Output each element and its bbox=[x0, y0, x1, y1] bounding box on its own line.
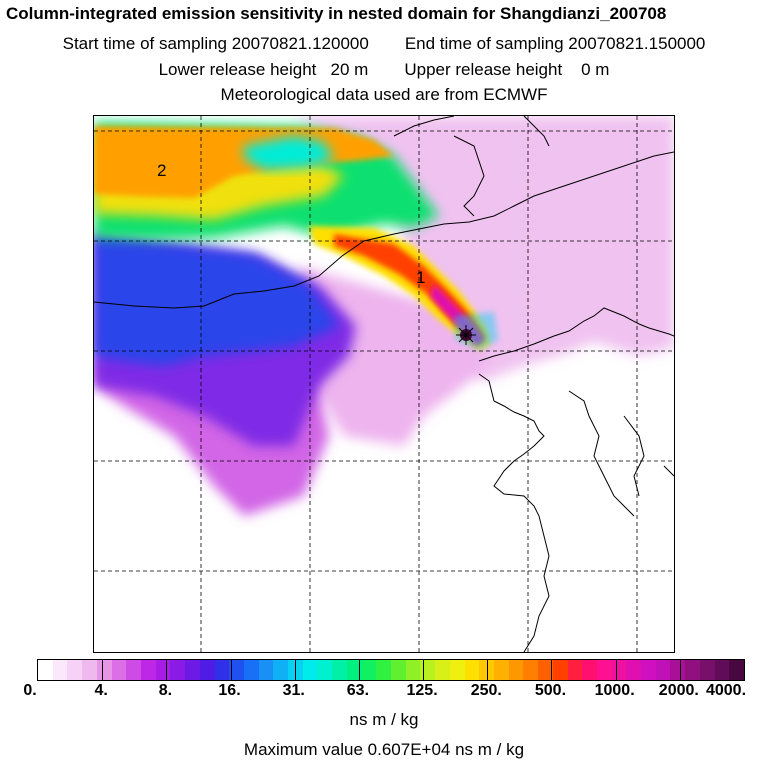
colorbar-segment bbox=[670, 660, 686, 680]
map-canvas bbox=[94, 116, 674, 652]
colorbar-tick-label: 8. bbox=[158, 682, 173, 699]
colorbar-tick-label: 4. bbox=[94, 682, 108, 699]
plume-red bbox=[334, 234, 486, 344]
colorbar-segment bbox=[126, 660, 142, 680]
colorbar-segment bbox=[435, 660, 451, 680]
colorbar bbox=[37, 659, 745, 681]
colorbar-units: ns m / kg bbox=[349, 710, 419, 729]
colorbar-segment bbox=[493, 660, 510, 680]
coastlines bbox=[94, 116, 674, 652]
colorbar-segment bbox=[464, 660, 480, 680]
plume-label-2: 2 bbox=[157, 161, 167, 180]
colorbar-tick-label: 125. bbox=[406, 682, 438, 699]
colorbar-tick-label: 500. bbox=[534, 682, 567, 699]
colorbar-segment bbox=[361, 660, 377, 680]
colorbar-segment bbox=[538, 660, 554, 680]
colorbar-divider bbox=[166, 660, 168, 680]
receptor-marker bbox=[456, 325, 476, 345]
colorbar-segment bbox=[523, 660, 539, 680]
colorbar-divider bbox=[487, 660, 489, 680]
colorbar-segment bbox=[508, 660, 524, 680]
colorbar-segment bbox=[655, 660, 671, 680]
sensitivity-field-cyan-core bbox=[244, 136, 334, 170]
colorbar-divider bbox=[358, 660, 360, 680]
colorbar-segment bbox=[479, 660, 495, 680]
colorbar-segment bbox=[699, 660, 716, 680]
start-time-label: Start time of sampling 20070821.120000 bbox=[62, 34, 369, 53]
colorbar-segment bbox=[140, 660, 157, 680]
colorbar-segment bbox=[685, 660, 701, 680]
colorbar-segment bbox=[52, 660, 68, 680]
colorbar-segment bbox=[552, 660, 568, 680]
upper-release-label: Upper release height 0 m bbox=[404, 60, 610, 79]
sensitivity-field-blue bbox=[94, 234, 339, 366]
colorbar-segment bbox=[170, 660, 186, 680]
colorbar-segment bbox=[38, 660, 54, 680]
colorbar-segment bbox=[449, 660, 466, 680]
colorbar-segment bbox=[611, 660, 627, 680]
colorbar-segment bbox=[155, 660, 171, 680]
colorbar-segment bbox=[714, 660, 730, 680]
colorbar-segment bbox=[111, 660, 127, 680]
graticule bbox=[94, 116, 674, 652]
colorbar-segment bbox=[346, 660, 363, 680]
colorbar-divider bbox=[423, 660, 425, 680]
colorbar-tick-label: 31. bbox=[282, 682, 305, 699]
plume-yellow bbox=[309, 226, 490, 350]
colorbar-segment bbox=[214, 660, 230, 680]
met-data-label: Meteorological data used are from ECMWF bbox=[220, 85, 548, 104]
colorbar-tick-label: 16. bbox=[218, 682, 241, 699]
colorbar-segment bbox=[67, 660, 83, 680]
colorbar-segment bbox=[185, 660, 201, 680]
colorbar-segment bbox=[420, 660, 436, 680]
colorbar-tick-label: 0. bbox=[23, 682, 37, 699]
end-time-label: End time of sampling 20070821.150000 bbox=[404, 34, 706, 53]
colorbar-segment bbox=[641, 660, 657, 680]
colorbar-tick-label: 63. bbox=[346, 682, 370, 699]
colorbar-segment bbox=[332, 660, 348, 680]
colorbar-segment bbox=[405, 660, 421, 680]
page-title: Column-integrated emission sensitivity i… bbox=[6, 4, 667, 23]
colorbar-divider bbox=[294, 660, 296, 680]
colorbar-segment bbox=[302, 660, 318, 680]
colorbar-tick-label: 2000. bbox=[658, 682, 699, 699]
colorbar-segment bbox=[229, 660, 245, 680]
colorbar-tick-label: 250. bbox=[470, 682, 502, 699]
map-panel: 2 1 bbox=[93, 115, 675, 653]
maximum-value-label: Maximum value 0.607E+04 ns m / kg bbox=[243, 740, 525, 759]
colorbar-divider bbox=[679, 660, 681, 680]
colorbar-segment bbox=[567, 660, 583, 680]
colorbar-segment bbox=[199, 660, 215, 680]
colorbar-divider bbox=[230, 660, 232, 680]
colorbar-segment bbox=[626, 660, 642, 680]
colorbar-segment bbox=[96, 660, 113, 680]
colorbar-segment bbox=[729, 660, 745, 680]
colorbar-segment bbox=[317, 660, 333, 680]
colorbar-segment bbox=[582, 660, 598, 680]
colorbar-segment bbox=[82, 660, 98, 680]
plume-label-1: 1 bbox=[416, 268, 426, 287]
lower-release-label: Lower release height 20 m bbox=[158, 60, 369, 79]
colorbar-tick-label: 4000. bbox=[705, 682, 747, 699]
colorbar-segment bbox=[391, 660, 407, 680]
colorbar-segment bbox=[376, 660, 392, 680]
colorbar-segment bbox=[258, 660, 274, 680]
colorbar-segment bbox=[596, 660, 613, 680]
colorbar-divider bbox=[102, 660, 104, 680]
colorbar-tick-label: 1000. bbox=[594, 682, 635, 699]
colorbar-divider bbox=[551, 660, 553, 680]
colorbar-segment bbox=[273, 660, 289, 680]
release-heights: Lower release height 20 m Upper release h… bbox=[0, 60, 768, 80]
colorbar-segment bbox=[243, 660, 260, 680]
sampling-times: Start time of sampling 20070821.120000 En… bbox=[0, 34, 768, 54]
colorbar-divider bbox=[615, 660, 617, 680]
